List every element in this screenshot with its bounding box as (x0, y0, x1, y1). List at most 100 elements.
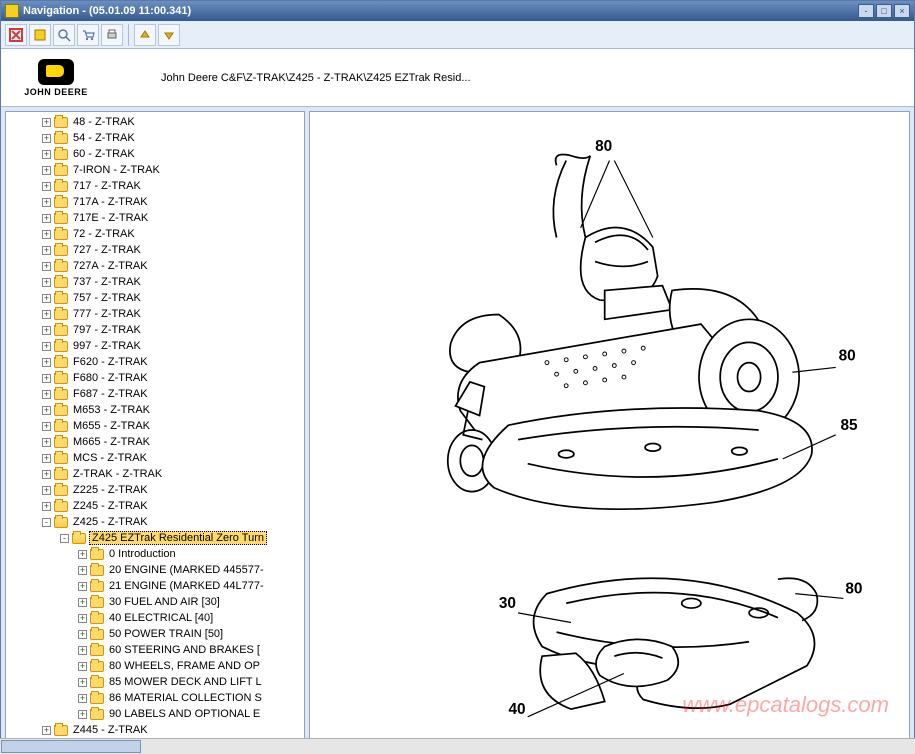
expander-icon[interactable]: + (42, 214, 51, 223)
expander-icon[interactable]: + (78, 710, 87, 719)
expander-icon[interactable]: - (60, 534, 69, 543)
brand-block: JOHN DEERE (11, 59, 101, 97)
expander-icon[interactable]: + (42, 262, 51, 271)
expander-icon[interactable]: + (42, 358, 51, 367)
expander-icon[interactable]: + (42, 310, 51, 319)
folder-icon (54, 437, 68, 448)
minimize-button[interactable]: - (858, 4, 874, 18)
print-button[interactable] (101, 24, 123, 46)
back-button[interactable] (5, 24, 27, 46)
expander-icon[interactable]: + (42, 118, 51, 127)
tree-item[interactable]: +717 - Z-TRAK (6, 178, 304, 194)
expander-icon[interactable]: + (78, 598, 87, 607)
tree-item[interactable]: +20 ENGINE (MARKED 445577- (6, 562, 304, 578)
expander-icon[interactable]: - (42, 518, 51, 527)
tree-item[interactable]: +M655 - Z-TRAK (6, 418, 304, 434)
expander-icon[interactable]: + (42, 230, 51, 239)
tree-item-label: 0 Introduction (107, 548, 178, 560)
tree-item[interactable]: +86 MATERIAL COLLECTION S (6, 690, 304, 706)
nav-up-button[interactable] (134, 24, 156, 46)
expander-icon[interactable]: + (78, 662, 87, 671)
close-button[interactable]: × (894, 4, 910, 18)
tree-item[interactable]: +777 - Z-TRAK (6, 306, 304, 322)
maximize-button[interactable]: □ (876, 4, 892, 18)
nav-down-button[interactable] (158, 24, 180, 46)
diagram-viewer[interactable]: 808085304080 www.epcatalogs.com (309, 111, 910, 749)
expander-icon[interactable]: + (78, 694, 87, 703)
folder-icon (54, 261, 68, 272)
tree-item[interactable]: +80 WHEELS, FRAME AND OP (6, 658, 304, 674)
expander-icon[interactable]: + (42, 486, 51, 495)
tree-item[interactable]: +797 - Z-TRAK (6, 322, 304, 338)
tree-item[interactable]: +21 ENGINE (MARKED 44L777- (6, 578, 304, 594)
expander-icon[interactable]: + (78, 550, 87, 559)
expander-icon[interactable]: + (42, 326, 51, 335)
tree-item[interactable]: +727 - Z-TRAK (6, 242, 304, 258)
cart-button[interactable] (77, 24, 99, 46)
expander-icon[interactable]: + (78, 630, 87, 639)
expander-icon[interactable]: + (42, 246, 51, 255)
tree-item[interactable]: +M665 - Z-TRAK (6, 434, 304, 450)
tree-item[interactable]: -Z425 EZTrak Residential Zero Turn (6, 530, 304, 546)
tree-item[interactable]: +997 - Z-TRAK (6, 338, 304, 354)
tree-item[interactable]: +717A - Z-TRAK (6, 194, 304, 210)
expander-icon[interactable]: + (42, 150, 51, 159)
expander-icon[interactable]: + (78, 614, 87, 623)
tree-item[interactable]: +MCS - Z-TRAK (6, 450, 304, 466)
expander-icon[interactable]: + (42, 342, 51, 351)
expander-icon[interactable]: + (42, 422, 51, 431)
tree-item[interactable]: +85 MOWER DECK AND LIFT L (6, 674, 304, 690)
tree-item[interactable]: +F687 - Z-TRAK (6, 386, 304, 402)
tree-item[interactable]: +Z225 - Z-TRAK (6, 482, 304, 498)
expander-icon[interactable]: + (42, 454, 51, 463)
tree-item[interactable]: +50 POWER TRAIN [50] (6, 626, 304, 642)
tree-item[interactable]: +F620 - Z-TRAK (6, 354, 304, 370)
search-button[interactable] (53, 24, 75, 46)
expander-icon[interactable]: + (42, 406, 51, 415)
tree-item[interactable]: +Z445 - Z-TRAK (6, 722, 304, 738)
tree-item[interactable]: +72 - Z-TRAK (6, 226, 304, 242)
tree-item-label: 7-IRON - Z-TRAK (71, 164, 162, 176)
hscroll-thumb[interactable] (1, 740, 141, 753)
tree-item[interactable]: +54 - Z-TRAK (6, 130, 304, 146)
tree-item[interactable]: +48 - Z-TRAK (6, 114, 304, 130)
home-button[interactable] (29, 24, 51, 46)
tree-item[interactable]: +7-IRON - Z-TRAK (6, 162, 304, 178)
expander-icon[interactable]: + (42, 182, 51, 191)
expander-icon[interactable]: + (42, 278, 51, 287)
tree-item-label: 30 FUEL AND AIR [30] (107, 596, 222, 608)
tree-item[interactable]: +30 FUEL AND AIR [30] (6, 594, 304, 610)
tree-item[interactable]: +60 STEERING AND BRAKES [ (6, 642, 304, 658)
tree-item[interactable]: +717E - Z-TRAK (6, 210, 304, 226)
tree-item[interactable]: +Z-TRAK - Z-TRAK (6, 466, 304, 482)
expander-icon[interactable]: + (42, 502, 51, 511)
tree-item[interactable]: +40 ELECTRICAL [40] (6, 610, 304, 626)
tree-item[interactable]: +737 - Z-TRAK (6, 274, 304, 290)
expander-icon[interactable]: + (42, 134, 51, 143)
tree-item[interactable]: +60 - Z-TRAK (6, 146, 304, 162)
expander-icon[interactable]: + (42, 166, 51, 175)
tree-item[interactable]: +0 Introduction (6, 546, 304, 562)
expander-icon[interactable]: + (42, 470, 51, 479)
tree-item[interactable]: +M653 - Z-TRAK (6, 402, 304, 418)
expander-icon[interactable]: + (42, 726, 51, 735)
expander-icon[interactable]: + (42, 374, 51, 383)
tree-item[interactable]: +757 - Z-TRAK (6, 290, 304, 306)
expander-icon[interactable]: + (42, 438, 51, 447)
tree-item[interactable]: +Z245 - Z-TRAK (6, 498, 304, 514)
expander-icon[interactable]: + (78, 678, 87, 687)
tree-item-label: 80 WHEELS, FRAME AND OP (107, 660, 262, 672)
expander-icon[interactable]: + (78, 566, 87, 575)
expander-icon[interactable]: + (42, 198, 51, 207)
tree-item[interactable]: +727A - Z-TRAK (6, 258, 304, 274)
tree-item[interactable]: +F680 - Z-TRAK (6, 370, 304, 386)
expander-icon[interactable]: + (78, 582, 87, 591)
tree-item[interactable]: +90 LABELS AND OPTIONAL E (6, 706, 304, 722)
tree-pane[interactable]: +48 - Z-TRAK+54 - Z-TRAK+60 - Z-TRAK+7-I… (5, 111, 305, 749)
folder-icon (90, 549, 104, 560)
tree-item[interactable]: -Z425 - Z-TRAK (6, 514, 304, 530)
hscrollbar[interactable] (0, 738, 915, 754)
expander-icon[interactable]: + (78, 646, 87, 655)
expander-icon[interactable]: + (42, 390, 51, 399)
expander-icon[interactable]: + (42, 294, 51, 303)
